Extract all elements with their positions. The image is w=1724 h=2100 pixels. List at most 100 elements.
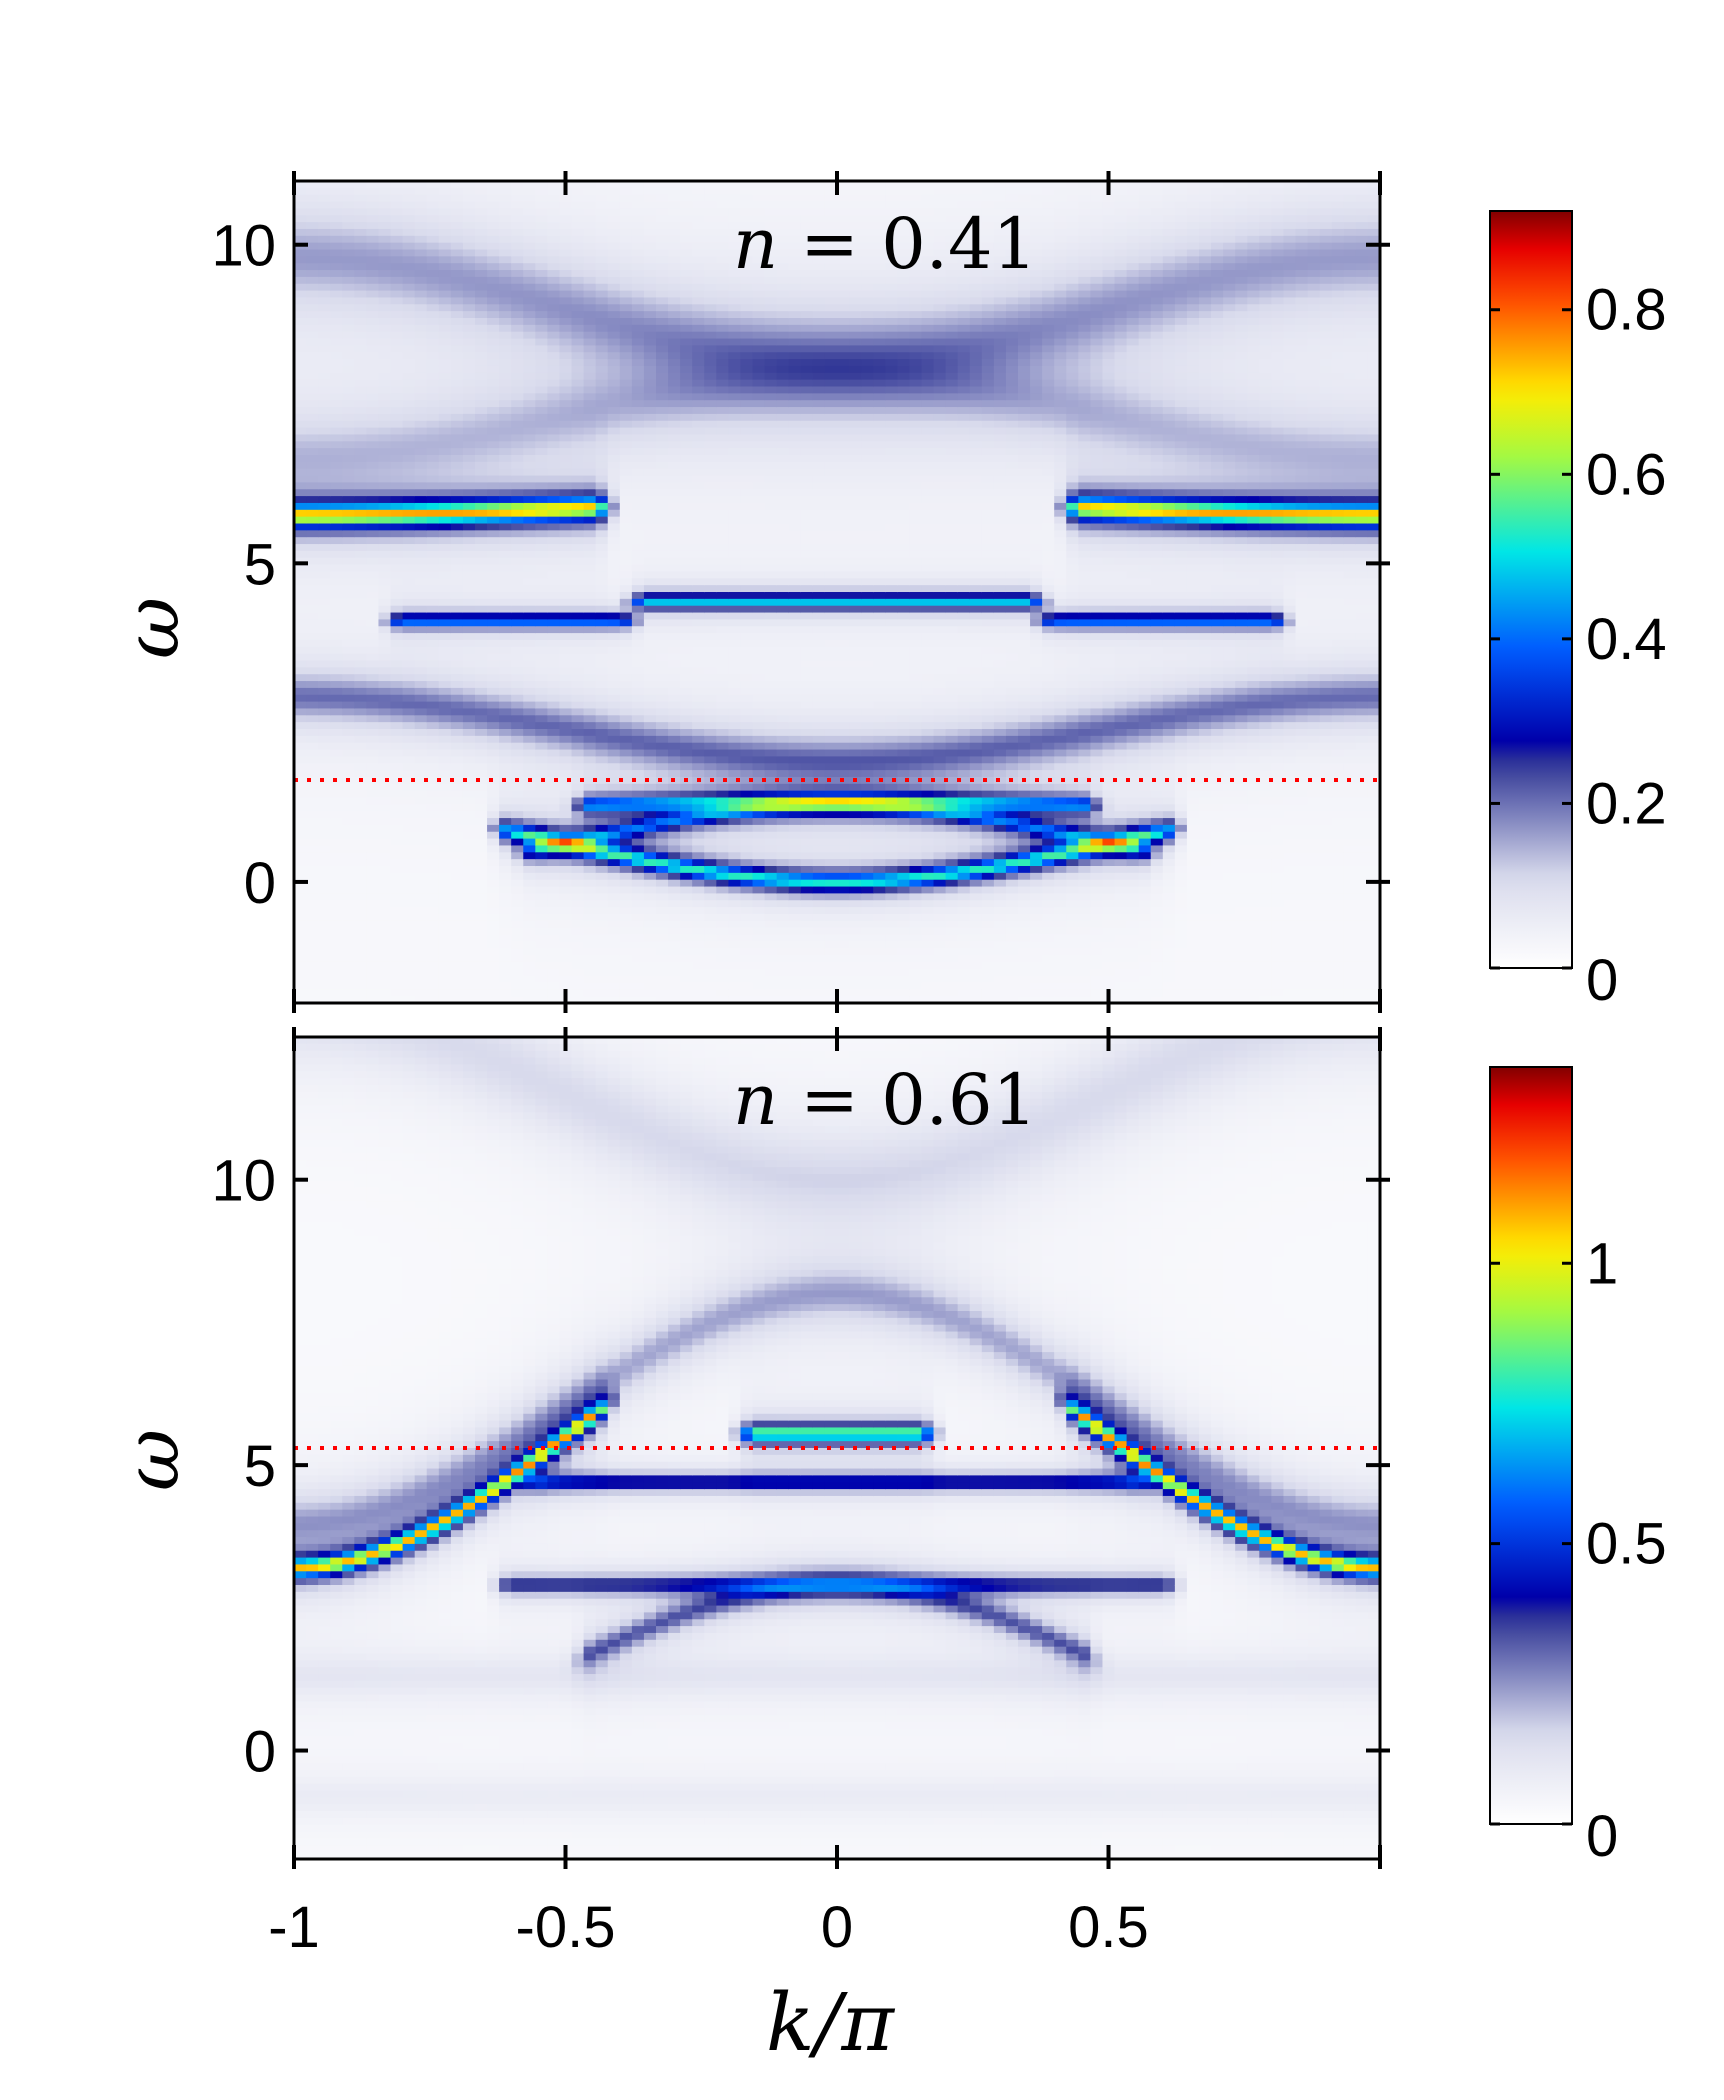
heatmap-cell <box>426 913 440 922</box>
heatmap-cell <box>643 975 657 984</box>
heatmap-cell <box>631 427 645 436</box>
heatmap-cell <box>547 249 561 257</box>
heatmap-cell <box>788 283 802 292</box>
heatmap-cell <box>414 523 428 531</box>
heatmap-cell <box>342 633 355 641</box>
heatmap-cell <box>378 509 392 518</box>
heatmap-cell <box>631 687 645 696</box>
heatmap-cell <box>475 201 488 209</box>
heatmap-cell <box>426 537 440 545</box>
heatmap-cell <box>306 674 319 682</box>
heatmap-cell <box>523 523 536 531</box>
heatmap-cell <box>378 585 392 593</box>
heatmap-cell <box>764 763 778 771</box>
heatmap-cell <box>426 228 440 237</box>
heatmap-cell <box>559 920 573 929</box>
heatmap-cell <box>306 694 319 703</box>
heatmap-cell <box>595 242 609 251</box>
heatmap-cell <box>511 667 524 675</box>
heatmap-cell <box>438 345 452 353</box>
heatmap-cell <box>607 996 621 1003</box>
heatmap-cell <box>547 578 561 586</box>
heatmap-cell <box>462 735 476 744</box>
heatmap-cell <box>426 811 440 819</box>
heatmap-cell <box>438 674 452 682</box>
heatmap-cell <box>656 818 669 826</box>
heatmap-cell <box>318 879 331 888</box>
heatmap-cell <box>595 626 609 634</box>
heatmap-cell <box>354 694 367 703</box>
heatmap-cell <box>294 818 307 826</box>
heatmap-cell <box>692 982 705 990</box>
heatmap-cell <box>583 831 597 840</box>
heatmap-cell <box>378 482 392 490</box>
heatmap-cell <box>595 598 609 607</box>
heatmap-cell <box>462 694 476 703</box>
heatmap-cell <box>607 256 621 264</box>
heatmap-cell <box>704 927 717 936</box>
heatmap-cell <box>547 729 561 737</box>
heatmap-cell <box>414 900 428 908</box>
heatmap-cell <box>752 927 766 936</box>
heatmap-cell <box>438 530 452 538</box>
heatmap-cell <box>740 448 754 456</box>
heatmap-cell <box>668 420 681 429</box>
heatmap-cell <box>764 324 778 333</box>
heatmap-cell <box>607 345 621 353</box>
heatmap-cell <box>414 448 428 456</box>
heatmap-cell <box>450 557 464 566</box>
heatmap-cell <box>330 441 343 449</box>
heatmap-cell <box>619 297 633 305</box>
heatmap-cell <box>487 201 500 209</box>
heatmap-cell <box>342 639 355 648</box>
heatmap-cell <box>366 619 380 627</box>
heatmap-cell <box>776 893 790 901</box>
heatmap-cell <box>523 681 536 689</box>
top-heatmap <box>294 181 1380 1003</box>
heatmap-cell <box>330 763 343 771</box>
heatmap-cell <box>475 215 488 223</box>
heatmap-cell <box>487 187 500 196</box>
heatmap-cell <box>475 749 488 757</box>
heatmap-cell <box>318 181 331 189</box>
heatmap-cell <box>426 441 440 449</box>
heatmap-cell <box>499 194 512 203</box>
heatmap-cell <box>450 578 464 586</box>
heatmap-cell <box>438 749 452 757</box>
heatmap-cell <box>728 283 742 292</box>
heatmap-cell <box>788 448 802 456</box>
heatmap-cell <box>306 996 319 1003</box>
heatmap-cell <box>306 448 319 456</box>
heatmap-cell <box>547 201 561 209</box>
heatmap-cell <box>438 859 452 867</box>
heatmap-cell <box>511 619 524 627</box>
heatmap-cell <box>511 866 524 874</box>
heatmap-cell <box>390 708 404 716</box>
heatmap-cell <box>306 249 319 257</box>
heatmap-cell <box>559 886 573 894</box>
heatmap-cell <box>776 448 790 456</box>
heatmap-cell <box>643 324 657 333</box>
heatmap-cell <box>462 859 476 867</box>
heatmap-cell <box>511 276 524 285</box>
heatmap-cell <box>631 633 645 641</box>
heatmap-cell <box>559 742 573 751</box>
heatmap-cell <box>619 770 633 778</box>
heatmap-cell <box>607 927 621 936</box>
heatmap-cell <box>704 222 717 230</box>
heatmap-cell <box>354 516 367 525</box>
heatmap-cell <box>535 907 548 915</box>
heatmap-cell <box>475 242 488 251</box>
heatmap-cell <box>680 989 693 997</box>
heatmap-cell <box>414 790 428 799</box>
heatmap-cell <box>535 386 548 394</box>
heatmap-cell <box>354 804 367 812</box>
heatmap-cell <box>752 516 766 525</box>
heatmap-cell <box>595 694 609 703</box>
heatmap-cell <box>752 502 766 511</box>
heatmap-cell <box>728 270 742 278</box>
heatmap-cell <box>342 489 355 497</box>
heatmap-cell <box>716 345 729 353</box>
heatmap-cell <box>716 674 729 682</box>
heatmap-cell <box>318 701 331 710</box>
